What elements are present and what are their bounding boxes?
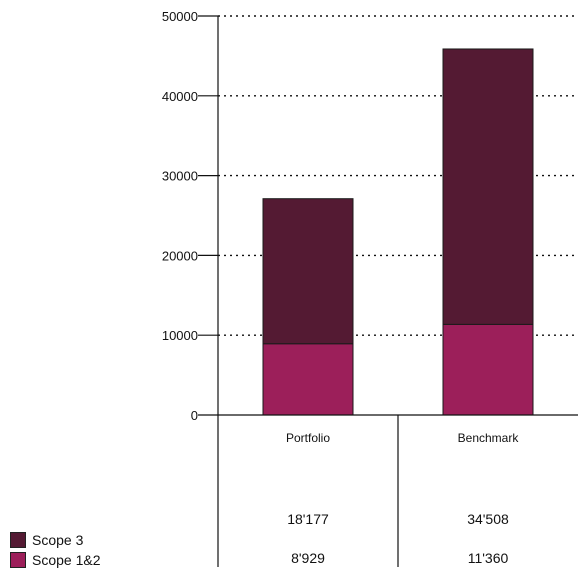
y-tick-label-20000: 20000: [162, 248, 198, 263]
legend-swatch-scope-3: [10, 532, 26, 548]
labels: 0 10000 20000 30000 40000 50000 Portfolio Bench…: [162, 9, 519, 566]
y-tick-label-0: 0: [191, 408, 198, 423]
y-tick-label-40000: 40000: [162, 89, 198, 104]
y-tick-label-50000: 50000: [162, 9, 198, 24]
bars: [262, 48, 534, 416]
legend-label-scope-3: Scope 3: [32, 532, 84, 548]
bar-portfolio-scope-3: [262, 198, 354, 345]
y-tick-label-30000: 30000: [162, 169, 198, 184]
legend: Scope 3 Scope 1&2: [10, 530, 101, 570]
table-value-scope-3-portfolio: 18'177: [287, 511, 329, 527]
bar-benchmark-scope-3: [442, 48, 534, 325]
category-label-portfolio: Portfolio: [286, 431, 330, 445]
legend-swatch-scope-1-2: [10, 552, 26, 568]
bar-benchmark-scope-1-2: [442, 323, 534, 416]
table-value-scope-1-2-benchmark: 11'360: [468, 550, 509, 566]
category-label-benchmark: Benchmark: [458, 431, 520, 445]
table-value-scope-3-benchmark: 34'508: [467, 511, 509, 527]
y-tick-label-10000: 10000: [162, 328, 198, 343]
axes: [198, 15, 578, 567]
table-value-scope-1-2-portfolio: 8'929: [291, 550, 325, 566]
legend-item-scope-1-2: Scope 1&2: [10, 550, 101, 570]
legend-label-scope-1-2: Scope 1&2: [32, 552, 101, 568]
bar-portfolio-scope-1-2: [262, 343, 354, 416]
legend-item-scope-3: Scope 3: [10, 530, 101, 550]
